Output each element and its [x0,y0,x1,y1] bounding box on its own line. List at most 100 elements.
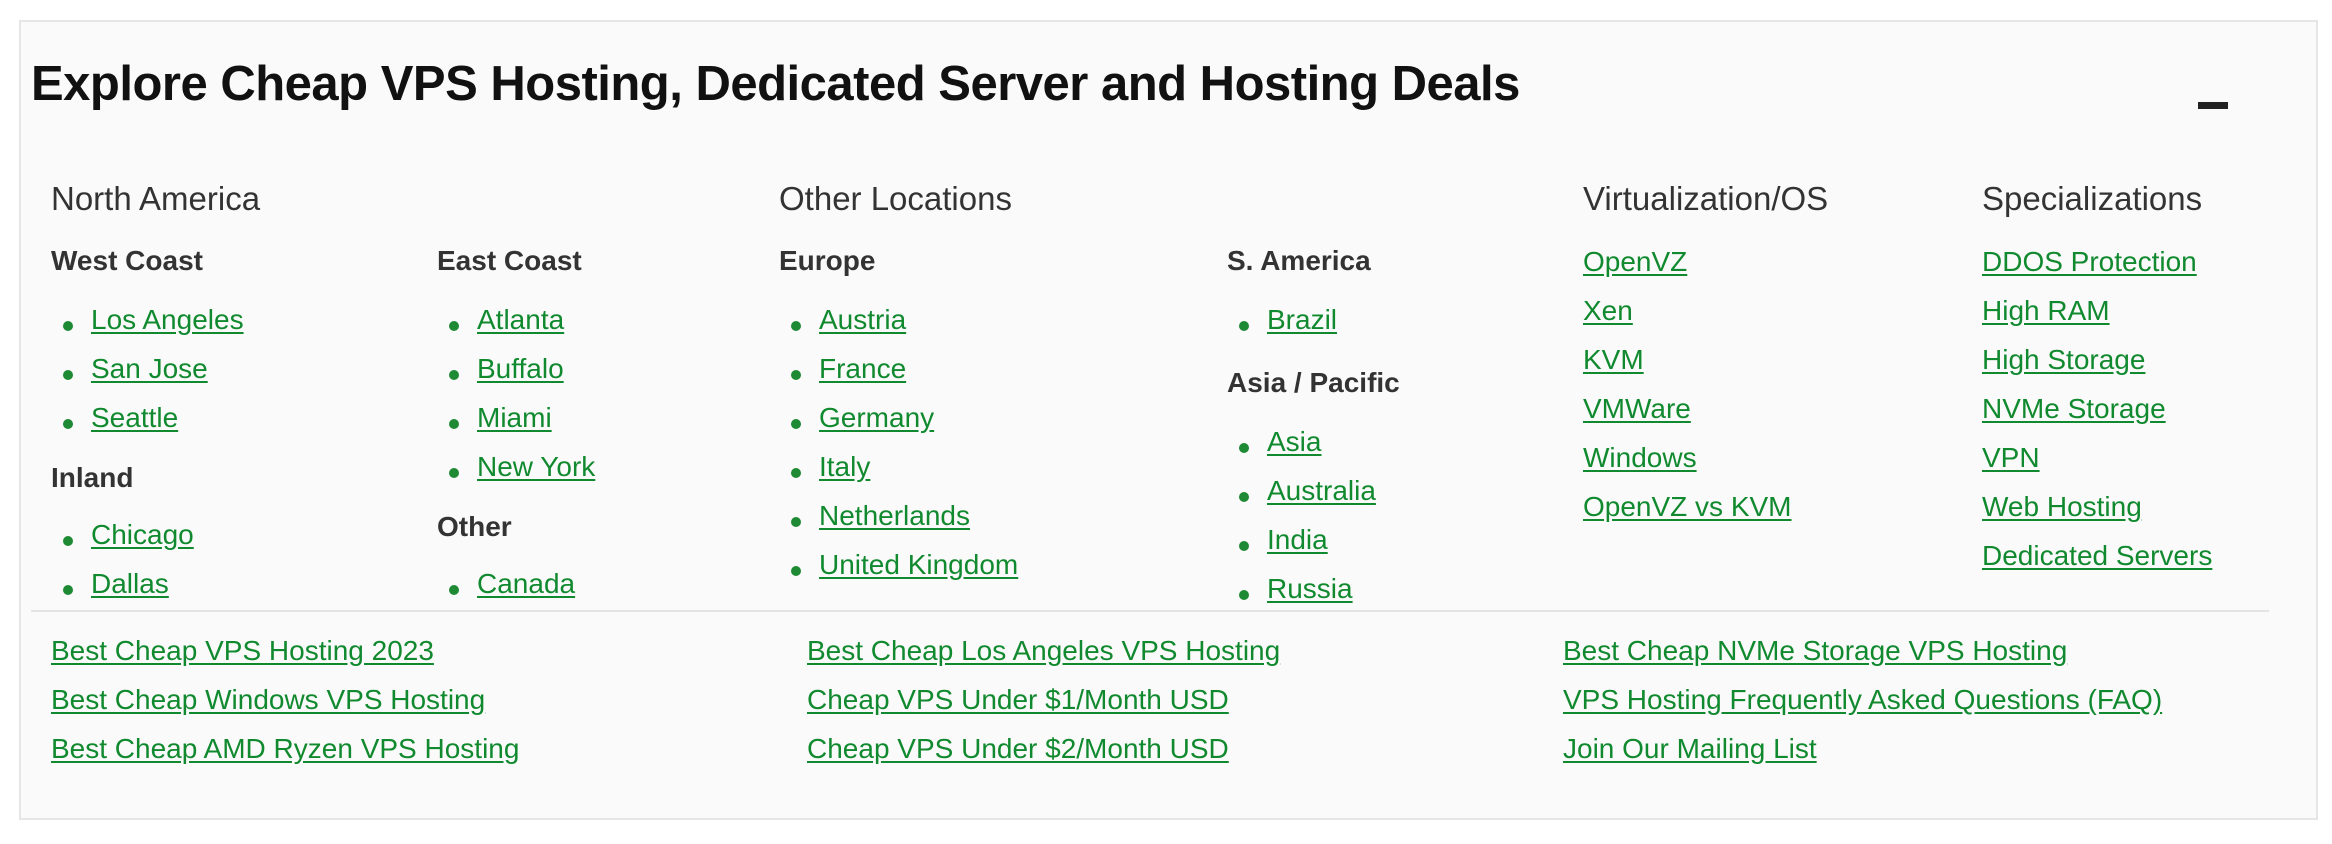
west-coast-list: Los Angeles San Jose Seattle [51,303,244,450]
specialization-link[interactable]: DDOS Protection [1982,246,2197,277]
list-item: Dedicated Servers [1982,539,2212,588]
virtualization-link[interactable]: Windows [1583,442,1697,473]
list-item: Russia [1227,572,1376,621]
location-link[interactable]: Austria [819,304,907,335]
list-item: Chicago [51,518,194,567]
list-item: Los Angeles [51,303,244,352]
hosting-deals-panel [19,20,2318,820]
list-item: Germany [779,401,1018,450]
virtualization-link[interactable]: VMWare [1583,393,1691,424]
list-item: Best Cheap Windows VPS Hosting [51,683,519,732]
asia-pacific-list: Asia Australia India Russia [1227,425,1376,621]
bottom-links-col-1: Best Cheap VPS Hosting 2023 Best Cheap W… [51,634,519,781]
specializations-list: DDOS Protection High RAM High Storage NV… [1982,245,2212,588]
list-item: KVM [1583,343,1792,392]
location-link[interactable]: France [819,353,907,384]
list-item: Best Cheap Los Angeles VPS Hosting [807,634,1280,683]
specialization-link[interactable]: Web Hosting [1982,491,2142,522]
list-item: DDOS Protection [1982,245,2212,294]
virtualization-list: OpenVZ Xen KVM VMWare Windows OpenVZ vs … [1583,245,1792,539]
specialization-link[interactable]: High Storage [1982,344,2146,375]
mailing-list-link[interactable]: Join Our Mailing List [1563,733,1817,764]
specialization-link[interactable]: NVMe Storage [1982,393,2166,424]
location-link[interactable]: Germany [819,402,935,433]
list-item: France [779,352,1018,401]
list-item: High RAM [1982,294,2212,343]
location-link[interactable]: Miami [477,402,552,433]
location-link[interactable]: San Jose [91,353,208,384]
list-item: OpenVZ vs KVM [1583,490,1792,539]
guide-link[interactable]: Best Cheap VPS Hosting 2023 [51,635,434,666]
location-link[interactable]: Brazil [1267,304,1338,335]
location-link[interactable]: Italy [819,451,871,482]
list-item: San Jose [51,352,244,401]
west-coast-heading: West Coast [51,245,203,276]
asia-pacific-heading: Asia / Pacific [1227,367,1400,398]
north-america-heading: North America [51,180,261,217]
s-america-list: Brazil [1227,303,1337,352]
virtualization-link[interactable]: OpenVZ vs KVM [1583,491,1792,522]
list-item: Best Cheap VPS Hosting 2023 [51,634,519,683]
virtualization-link[interactable]: Xen [1583,295,1633,326]
page-title: Explore Cheap VPS Hosting, Dedicated Ser… [31,57,1520,111]
location-link[interactable]: Russia [1267,573,1353,604]
guide-link[interactable]: Best Cheap Windows VPS Hosting [51,684,486,715]
location-link[interactable]: United Kingdom [819,549,1019,580]
location-link[interactable]: Seattle [91,402,179,433]
guide-link[interactable]: Cheap VPS Under $1/Month USD [807,684,1229,715]
list-item: Asia [1227,425,1376,474]
list-item: Italy [779,450,1018,499]
list-item: Netherlands [779,499,1018,548]
list-item: Australia [1227,474,1376,523]
list-item: Best Cheap AMD Ryzen VPS Hosting [51,732,519,781]
virtualization-heading: Virtualization/OS [1583,180,1829,217]
collapse-button[interactable] [2196,92,2232,120]
location-link[interactable]: Atlanta [477,304,565,335]
list-item: NVMe Storage [1982,392,2212,441]
section-divider [31,610,2269,612]
europe-heading: Europe [779,245,876,276]
virtualization-link[interactable]: OpenVZ [1583,246,1688,277]
list-item: Dallas [51,567,194,616]
list-item: India [1227,523,1376,572]
specialization-link[interactable]: VPN [1982,442,2040,473]
list-item: VPS Hosting Frequently Asked Questions (… [1563,683,2162,732]
location-link[interactable]: Los Angeles [91,304,244,335]
location-link[interactable]: Canada [477,568,576,599]
list-item: VMWare [1583,392,1792,441]
location-link[interactable]: Netherlands [819,500,970,531]
location-link[interactable]: Asia [1267,426,1322,457]
location-link[interactable]: Buffalo [477,353,564,384]
list-item: Join Our Mailing List [1563,732,2162,781]
faq-link[interactable]: VPS Hosting Frequently Asked Questions (… [1563,684,2163,715]
guide-link[interactable]: Best Cheap NVMe Storage VPS Hosting [1563,635,2068,666]
s-america-heading: S. America [1227,245,1371,276]
inland-list: Chicago Dallas [51,518,194,616]
list-item: Buffalo [437,352,595,401]
location-link[interactable]: Chicago [91,519,194,550]
other-locations-heading: Other Locations [779,180,1012,217]
list-item: Atlanta [437,303,595,352]
list-item: Brazil [1227,303,1337,352]
list-item: Seattle [51,401,244,450]
list-item: Xen [1583,294,1792,343]
virtualization-link[interactable]: KVM [1583,344,1644,375]
list-item: Windows [1583,441,1792,490]
list-item: Canada [437,567,575,616]
guide-link[interactable]: Best Cheap AMD Ryzen VPS Hosting [51,733,520,764]
list-item: New York [437,450,595,499]
location-link[interactable]: Australia [1267,475,1376,506]
location-link[interactable]: India [1267,524,1328,555]
guide-link[interactable]: Cheap VPS Under $2/Month USD [807,733,1229,764]
list-item: United Kingdom [779,548,1018,597]
specializations-heading: Specializations [1982,180,2203,217]
list-item: Cheap VPS Under $2/Month USD [807,732,1280,781]
minus-icon [2198,102,2228,109]
specialization-link[interactable]: Dedicated Servers [1982,540,2213,571]
inland-heading: Inland [51,462,134,493]
specialization-link[interactable]: High RAM [1982,295,2110,326]
location-link[interactable]: Dallas [91,568,169,599]
list-item: Web Hosting [1982,490,2212,539]
location-link[interactable]: New York [477,451,596,482]
guide-link[interactable]: Best Cheap Los Angeles VPS Hosting [807,635,1281,666]
